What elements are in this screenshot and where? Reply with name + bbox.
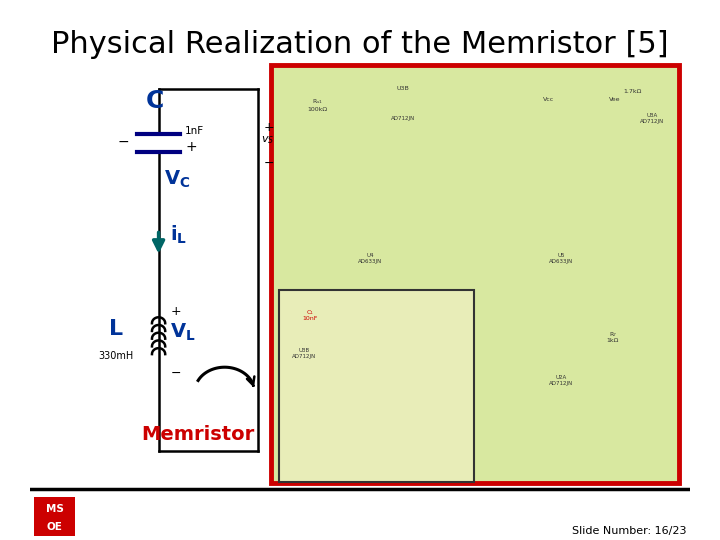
Text: $-$: $-$ <box>171 366 181 379</box>
Text: Physical Realization of the Memristor [5]: Physical Realization of the Memristor [5… <box>51 30 669 59</box>
Text: $\bf{V_L}$: $\bf{V_L}$ <box>171 321 196 343</box>
Text: 1.7kΩ: 1.7kΩ <box>624 89 642 94</box>
Text: MS: MS <box>46 504 64 514</box>
Text: C₁
10nF: C₁ 10nF <box>303 310 318 321</box>
Text: U2A
AD712JN: U2A AD712JN <box>549 375 574 386</box>
Text: AD712JN: AD712JN <box>391 116 415 121</box>
Text: R₇
1kΩ: R₇ 1kΩ <box>607 332 619 343</box>
Text: U5
AD633JN: U5 AD633JN <box>549 253 574 264</box>
Text: C: C <box>146 90 164 113</box>
FancyBboxPatch shape <box>279 290 474 482</box>
Text: U3A
AD712JN: U3A AD712JN <box>640 113 665 124</box>
Text: $-$: $-$ <box>263 156 274 168</box>
Text: OE: OE <box>47 522 63 531</box>
Text: Slide Number: 16/23: Slide Number: 16/23 <box>572 525 687 536</box>
Text: $\bf{i_L}$: $\bf{i_L}$ <box>171 224 188 246</box>
Text: $v_S$: $v_S$ <box>261 134 274 146</box>
Text: $+$: $+$ <box>171 305 181 318</box>
FancyBboxPatch shape <box>35 497 76 536</box>
Text: $-$: $-$ <box>117 133 129 147</box>
Text: $\bf{V_C}$: $\bf{V_C}$ <box>164 169 190 191</box>
Text: Vcc: Vcc <box>543 97 554 102</box>
Text: Vee: Vee <box>608 97 620 102</box>
Text: $+$: $+$ <box>185 140 197 154</box>
Text: 330mH: 330mH <box>98 352 133 361</box>
Text: U3B
AD712JN: U3B AD712JN <box>292 348 316 359</box>
FancyBboxPatch shape <box>271 65 679 483</box>
Text: L: L <box>109 319 122 340</box>
Text: U3B: U3B <box>397 86 409 91</box>
Text: Memristor: Memristor <box>142 425 255 444</box>
Text: R$_{s1}$
100kΩ: R$_{s1}$ 100kΩ <box>307 97 327 112</box>
Text: U4
AD633JN: U4 AD633JN <box>358 253 382 264</box>
Text: 1nF: 1nF <box>185 126 204 136</box>
Text: $+$: $+$ <box>263 122 274 134</box>
